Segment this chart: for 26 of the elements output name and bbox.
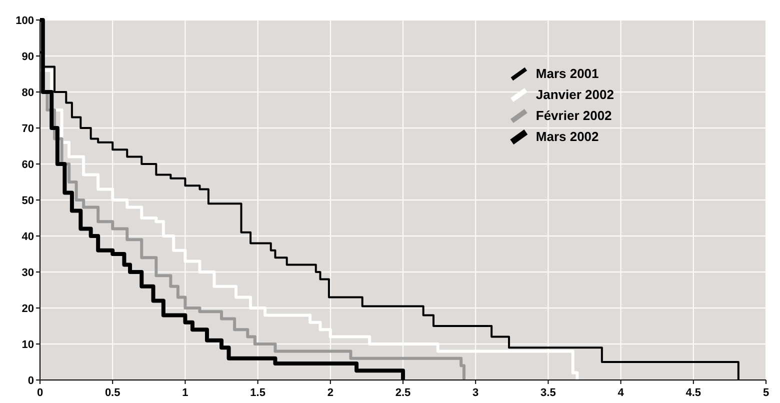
x-tick-label: 1.5 [250, 387, 266, 399]
y-tick-label: 40 [22, 231, 34, 243]
legend-label: Février 2002 [536, 108, 612, 123]
x-tick-label: 0.5 [104, 387, 120, 399]
y-tick-label: 50 [22, 195, 34, 207]
y-tick-label: 10 [22, 339, 34, 351]
y-tick-label: 60 [22, 159, 34, 171]
legend-label: Janvier 2002 [536, 87, 614, 102]
x-tick-label: 4.5 [686, 387, 702, 399]
y-tick-label: 90 [22, 51, 34, 63]
x-tick-label: 4 [618, 387, 625, 399]
x-tick-label: 3.5 [540, 387, 556, 399]
x-tick-label: 1 [182, 387, 188, 399]
y-tick-label: 80 [22, 87, 34, 99]
y-tick-label: 30 [22, 267, 34, 279]
y-tick-label: 20 [22, 303, 34, 315]
y-tick-label: 70 [22, 123, 34, 135]
legend-label: Mars 2001 [536, 66, 599, 81]
x-tick-label: 5 [762, 387, 770, 399]
x-tick-label: 2.5 [395, 387, 411, 399]
legend-label: Mars 2002 [536, 129, 599, 144]
x-tick-label: 2 [327, 387, 334, 399]
y-tick-label: 100 [16, 15, 34, 27]
x-tick-label: 3 [472, 387, 479, 399]
y-tick-label: 0 [28, 375, 34, 387]
x-tick-label: 0 [36, 387, 44, 399]
